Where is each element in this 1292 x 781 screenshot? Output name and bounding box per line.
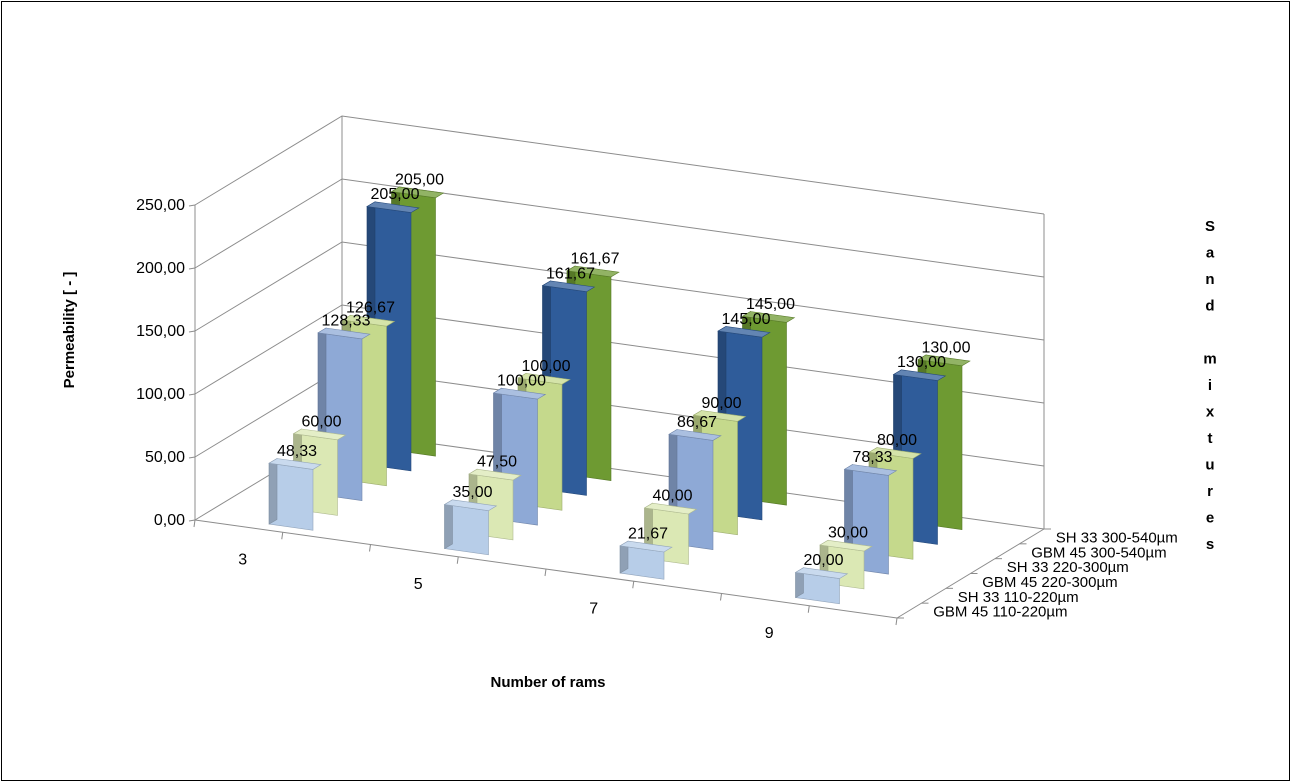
x-tick-mark [720, 593, 722, 601]
data-label: 145,00 [746, 296, 795, 313]
gridline [194, 178, 1045, 278]
series-label: SH 33 300-540µm [1056, 529, 1178, 546]
data-label: 126,67 [346, 300, 395, 317]
data-label: 47,50 [477, 454, 517, 471]
data-label: 130,00 [897, 354, 946, 371]
data-label: 130,00 [922, 339, 971, 356]
data-label: 205,00 [371, 186, 420, 203]
x-tick-mark [193, 519, 196, 528]
data-label: 86,67 [677, 414, 717, 431]
y-tick-mark [188, 267, 196, 270]
data-label: 60,00 [301, 413, 341, 430]
data-label: 78,33 [852, 449, 892, 466]
data-label: 48,33 [277, 443, 317, 460]
x-tick-mark [544, 568, 547, 577]
x-tick-mark [632, 581, 635, 589]
data-label: 30,00 [828, 525, 868, 542]
y-tick-label: 150,00 [136, 323, 185, 340]
x-tick-mark [895, 617, 898, 626]
data-label: 35,00 [452, 484, 492, 501]
y-tick-mark [188, 330, 196, 333]
y-tick-mark [188, 204, 196, 207]
chart-grid [188, 115, 1051, 626]
x-tick-mark [369, 544, 371, 552]
chart-bars [268, 186, 971, 605]
y-tick-mark [188, 393, 196, 396]
y-tick-labels: 0,00 50,00 100,00 150,00 200,00 250,00 [136, 197, 185, 529]
bar [268, 457, 322, 531]
data-label: 205,00 [395, 171, 444, 188]
data-label: 100,00 [497, 373, 546, 390]
series-label: GBM 45 220-300µm [982, 574, 1117, 591]
x-tick-label: 9 [765, 625, 774, 642]
data-label: 145,00 [722, 311, 771, 328]
data-label: 40,00 [652, 488, 692, 505]
data-label: 100,00 [522, 358, 571, 375]
x-tick-label: 7 [589, 600, 598, 617]
bar [619, 540, 673, 580]
y-tick-mark [188, 519, 196, 522]
x-tick-labels: 3 5 7 9 [238, 551, 774, 642]
series-label: GBM 45 300-540µm [1031, 544, 1166, 561]
bar [794, 567, 849, 605]
series-label: GBM 45 110-220µm [933, 604, 1067, 621]
gridline [194, 115, 1045, 215]
x-tick-label: 3 [238, 551, 247, 568]
y-tick-label: 100,00 [136, 386, 185, 403]
series-label: SH 33 220-300µm [1007, 559, 1129, 576]
data-label: 20,00 [803, 552, 843, 569]
data-label: 21,67 [628, 526, 668, 543]
y-tick-label: 50,00 [145, 449, 185, 466]
y-tick-label: 200,00 [136, 260, 185, 277]
series-label: SH 33 110-220µm [958, 589, 1079, 606]
y-tick-mark [188, 456, 196, 459]
data-label: 161,67 [546, 265, 595, 282]
data-label: 128,33 [322, 312, 371, 329]
x-tick-label: 5 [414, 576, 423, 593]
data-label: 90,00 [701, 395, 741, 412]
x-tick-mark [281, 532, 284, 540]
x-axis-title: Number of rams [490, 674, 605, 691]
data-label: 161,67 [571, 250, 620, 267]
data-label: 80,00 [877, 432, 917, 449]
y-tick-label: 250,00 [136, 197, 185, 214]
y-tick-label: 0,00 [154, 512, 185, 529]
y-axis-title: Permeability [ - ] [61, 272, 78, 389]
x-tick-mark [807, 605, 810, 613]
bar [443, 499, 498, 556]
data-labels: 130,00 145,00 161,67 205,00 130,00 145,00 161,… [277, 171, 971, 569]
x-tick-mark [456, 556, 459, 564]
